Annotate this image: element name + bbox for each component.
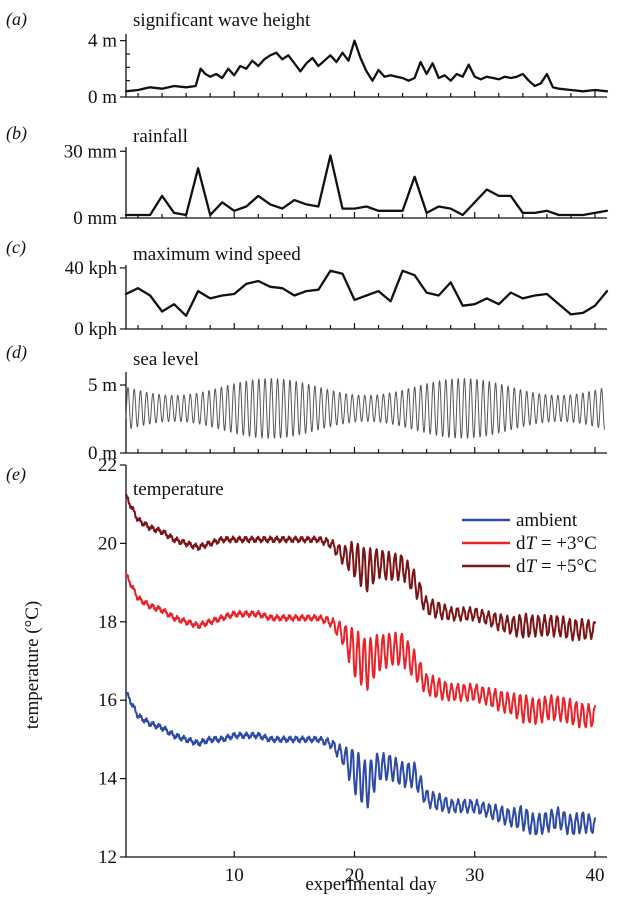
legend-label-ambient: ambient <box>516 510 578 531</box>
panel-title-rainfall: rainfall <box>133 126 188 147</box>
x-axis-label: experimental day <box>305 874 437 895</box>
panel-label-a: (a) <box>6 9 27 30</box>
series-line <box>125 378 606 439</box>
panel-title-wind-speed: maximum wind speed <box>133 244 301 265</box>
series-line-dt-3-c <box>125 572 596 729</box>
y-tick-label: 14 <box>98 769 118 790</box>
panel-title-temperature: temperature <box>133 479 224 500</box>
panel-title-sea-level: sea level <box>133 349 199 370</box>
series-line <box>124 269 609 317</box>
panel-label-b: (b) <box>6 123 27 144</box>
y-tick-label: 5 m <box>88 375 117 396</box>
y-tick-label: 12 <box>98 847 117 868</box>
panel-wind-speed: (c) maximum wind speed 0 kph 40 kph <box>6 237 609 340</box>
x-tick-label: 10 <box>225 865 244 886</box>
x-tick-label: 40 <box>585 865 604 886</box>
panel-label-e: (e) <box>6 464 26 485</box>
legend: ambient dT = +3°C dT = +5°C <box>462 510 597 577</box>
series-line <box>124 39 609 93</box>
y-tick-label: 40 kph <box>65 258 118 279</box>
y-tick-label: 4 m <box>88 31 117 52</box>
y-tick-label: 0 mm <box>73 208 117 229</box>
x-tick-label: 20 <box>345 865 364 886</box>
y-tick-label: 0 m <box>88 443 117 464</box>
legend-label-dt3: dT = +3°C <box>516 533 597 554</box>
y-tick-label: 0 kph <box>74 319 117 340</box>
y-tick-label: 0 m <box>88 87 117 108</box>
panel-title-wave-height: significant wave height <box>133 10 311 31</box>
series-line-dt-5-c <box>125 493 596 642</box>
panel-temperature: (e) temperature temperature (°C) experim… <box>6 455 607 895</box>
y-tick-label: 30 mm <box>64 141 118 162</box>
y-axis-label-temperature: temperature (°C) <box>22 601 43 729</box>
y-tick-label: 22 <box>98 455 117 476</box>
panel-wave-height: (a) significant wave height 0 m 4 m <box>6 9 609 108</box>
y-tick-label: 16 <box>98 690 117 711</box>
legend-label-dt5: dT = +5°C <box>516 556 597 577</box>
panel-sea-level: (d) sea level 0 m 5 m <box>6 342 607 464</box>
series-line <box>124 154 609 217</box>
panel-label-c: (c) <box>6 237 26 258</box>
y-tick-label: 18 <box>98 612 117 633</box>
panel-label-d: (d) <box>6 342 27 363</box>
x-tick-label: 30 <box>465 865 484 886</box>
series-line-ambient <box>125 691 596 836</box>
panel-rainfall: (b) rainfall 0 mm 30 mm <box>6 123 609 229</box>
y-tick-label: 20 <box>98 533 117 554</box>
